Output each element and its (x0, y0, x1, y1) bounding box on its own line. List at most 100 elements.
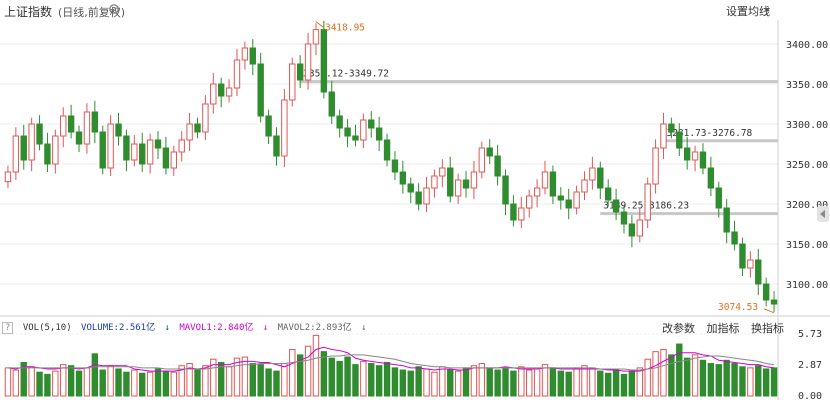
candle (123, 135, 130, 161)
volume-bar (296, 354, 304, 397)
candle (431, 175, 438, 189)
volume-bar (146, 371, 154, 397)
volume-bar (233, 357, 241, 397)
candle (454, 179, 462, 197)
low-label: 3074.53 (718, 302, 758, 313)
candle (249, 47, 256, 65)
candle (83, 111, 91, 145)
candle (731, 231, 738, 245)
volume-bar (139, 372, 146, 397)
volume-bar (747, 367, 754, 397)
candle (146, 139, 154, 165)
candle (628, 223, 636, 237)
candle (383, 139, 391, 161)
volume-bar (423, 368, 430, 397)
candle (644, 183, 651, 221)
candle (683, 147, 691, 161)
candle (186, 123, 193, 141)
candle (202, 103, 209, 133)
candle (375, 127, 383, 141)
candle (510, 203, 517, 221)
volume-bar (612, 369, 620, 397)
candle (154, 139, 162, 149)
volume-bar (652, 351, 659, 397)
volume-bar (36, 371, 43, 397)
candle (20, 135, 27, 161)
candle (581, 179, 588, 193)
volume-bar (67, 365, 75, 397)
candle (549, 171, 557, 197)
chart-subtitle: (日线,前复权) (58, 6, 126, 19)
candle (636, 219, 643, 237)
candle (28, 123, 35, 161)
gear-icon[interactable] (108, 3, 120, 15)
candle (170, 151, 178, 169)
candle (52, 135, 59, 165)
volume-bar (178, 365, 185, 397)
volume-bar (731, 363, 738, 397)
candle (99, 131, 106, 169)
price-tick-label: 3250.00 (786, 160, 828, 171)
volume-bar (170, 371, 178, 397)
volume-bar (486, 368, 493, 397)
volume-bar (636, 367, 643, 397)
chevron-down-icon[interactable] (764, 8, 770, 12)
candle (344, 127, 351, 137)
candle (462, 179, 470, 189)
add-indicator-button[interactable]: 加指标 (706, 322, 740, 335)
indicator-toolbar: 改参数 加指标 换指标 (662, 320, 792, 336)
candle (289, 63, 296, 101)
volume-bar (644, 358, 651, 397)
volume-bar (533, 368, 541, 397)
volume-bar (668, 354, 675, 397)
candle (368, 119, 375, 129)
volume-bar (375, 365, 383, 397)
candle (399, 171, 407, 185)
candle (565, 199, 572, 209)
switch-indicator-button[interactable]: 换指标 (751, 322, 784, 335)
volume-bar (210, 358, 217, 397)
volume-bar (304, 345, 312, 397)
candle (691, 151, 699, 161)
candle (470, 171, 478, 189)
candle (739, 243, 746, 269)
vol-legend-mavol1: MAVOL1:2.840亿 (179, 323, 254, 333)
price-tick-label: 3200.00 (786, 200, 828, 211)
candle (131, 143, 138, 161)
vol-legend-help-icon[interactable]: ? (2, 322, 14, 334)
volume-bar (44, 373, 51, 397)
volume-bar (312, 334, 320, 397)
candle (439, 167, 446, 177)
volume-bar (383, 361, 391, 397)
candle (447, 167, 454, 197)
candle (225, 87, 233, 97)
candle (162, 147, 170, 169)
volume-bar (502, 367, 509, 397)
volume-tick-label: 2.87 (798, 360, 822, 371)
volume-bar (265, 368, 272, 397)
vol-legend-mavol2: MAVOL2:2.893亿 (277, 323, 352, 333)
volume-bar (707, 363, 715, 397)
volume-bar (565, 371, 572, 397)
candle (194, 123, 201, 133)
volume-bar (581, 365, 588, 397)
change-params-button[interactable]: 改参数 (662, 322, 695, 335)
candle (478, 147, 486, 173)
volume-bar (281, 363, 288, 397)
volume-bar (186, 363, 193, 397)
ma-settings-button[interactable]: 设置均线 (726, 5, 770, 18)
volume-bar (597, 370, 604, 397)
volume-bar (699, 359, 707, 397)
chart-scroll-handle[interactable] (817, 206, 829, 222)
volume-bar (241, 356, 249, 397)
volume-bar (770, 367, 778, 397)
chart-title: 上证指数 (4, 5, 53, 19)
candle (652, 147, 659, 185)
candle (668, 123, 675, 133)
candle (67, 115, 75, 133)
volume-bar (470, 365, 478, 397)
candle (336, 115, 343, 129)
band-label: 3356.12-3349.72 (303, 69, 389, 80)
volume-bar (289, 348, 296, 397)
